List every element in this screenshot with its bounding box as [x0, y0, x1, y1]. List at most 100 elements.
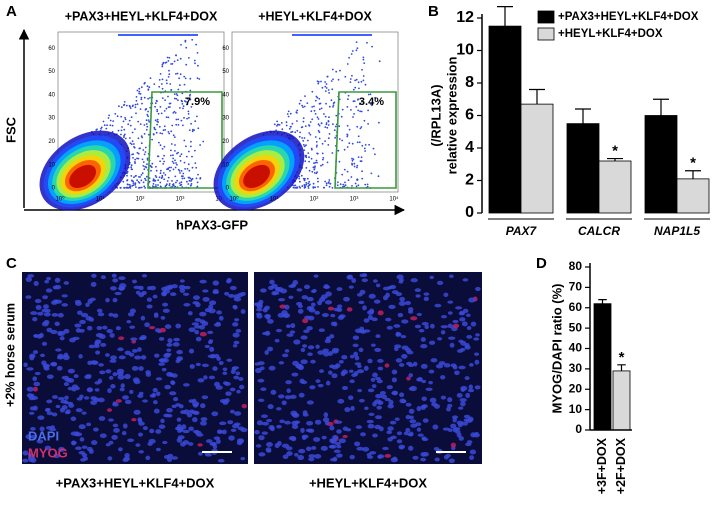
event-dot — [307, 139, 309, 142]
nucleus — [105, 443, 111, 447]
nucleus — [333, 449, 341, 454]
nucleus — [138, 450, 144, 454]
nucleus — [175, 403, 181, 407]
nucleus — [409, 415, 414, 420]
nucleus — [153, 408, 160, 414]
nucleus — [180, 410, 186, 415]
event-dot — [317, 129, 320, 132]
nucleus — [106, 329, 113, 334]
event-dot — [118, 105, 120, 108]
nucleus — [260, 387, 267, 392]
nucleus — [405, 402, 412, 407]
nucleus — [346, 307, 353, 312]
nucleus — [354, 355, 360, 361]
nucleus — [401, 345, 409, 350]
nucleus — [118, 336, 125, 341]
event-dot — [354, 86, 357, 89]
nucleus — [307, 345, 315, 350]
y-tick-label: 4 — [465, 139, 474, 156]
nucleus — [437, 337, 443, 341]
nucleus — [63, 328, 70, 334]
nucleus — [268, 285, 274, 291]
event-dot — [171, 180, 173, 182]
event-dot — [177, 118, 180, 121]
nucleus — [340, 371, 346, 377]
nucleus — [200, 420, 207, 426]
event-dot — [314, 165, 316, 168]
event-dot — [302, 120, 305, 123]
nucleus — [129, 308, 136, 314]
event-dot — [308, 160, 310, 163]
event-dot — [355, 78, 358, 81]
nucleus — [374, 347, 382, 352]
nucleus — [107, 456, 113, 461]
nucleus — [452, 323, 460, 329]
nucleus — [321, 294, 328, 300]
nucleus — [175, 323, 182, 329]
event-dot — [120, 129, 123, 132]
event-dot — [328, 185, 331, 188]
y-tick-label: 20 — [569, 381, 583, 395]
nucleus — [195, 362, 201, 367]
event-dot — [351, 162, 353, 165]
nucleus — [43, 304, 49, 309]
nucleus — [158, 362, 166, 366]
nucleus — [458, 311, 466, 316]
nucleus — [46, 374, 54, 379]
event-dot — [140, 174, 143, 176]
nucleus — [318, 328, 325, 333]
nucleus — [64, 400, 69, 405]
nucleus — [335, 363, 341, 368]
event-dot — [318, 97, 321, 100]
nucleus — [309, 385, 316, 390]
nucleus — [442, 427, 450, 431]
nucleus — [376, 405, 382, 410]
nucleus — [217, 458, 225, 463]
event-dot — [137, 120, 140, 123]
nucleus — [95, 350, 101, 355]
nucleus — [288, 435, 297, 441]
nucleus — [434, 303, 442, 308]
nucleus — [211, 411, 219, 417]
event-dot — [318, 102, 321, 105]
event-dot — [353, 100, 356, 102]
nucleus — [194, 325, 202, 329]
event-dot — [168, 69, 170, 72]
nucleus — [421, 437, 429, 442]
event-dot — [311, 90, 314, 93]
nucleus — [338, 438, 346, 444]
event-dot — [196, 52, 199, 54]
nucleus — [321, 313, 329, 318]
event-dot — [348, 56, 350, 59]
nucleus — [132, 377, 140, 383]
nucleus — [137, 347, 142, 352]
event-dot — [100, 126, 103, 129]
nucleus — [366, 419, 374, 424]
nucleus — [425, 387, 433, 391]
nucleus — [339, 314, 346, 319]
nucleus — [176, 357, 182, 362]
plot-title: +HEYL+KLF4+DOX — [258, 9, 372, 23]
event-dot — [162, 61, 165, 64]
event-dot — [316, 161, 318, 164]
nucleus — [86, 325, 93, 331]
event-dot — [143, 124, 146, 126]
event-dot — [352, 158, 355, 161]
event-dot — [145, 128, 148, 131]
nucleus — [291, 420, 299, 426]
event-dot — [353, 165, 356, 168]
nucleus — [232, 344, 238, 348]
event-dot — [328, 105, 331, 108]
event-dot — [179, 57, 182, 60]
nucleus — [39, 332, 44, 338]
nucleus — [196, 433, 204, 437]
event-dot — [166, 180, 169, 182]
event-dot — [372, 147, 375, 150]
nucleus — [46, 327, 53, 333]
plot-y-tick: 40 — [222, 92, 229, 98]
nucleus — [307, 428, 315, 433]
event-dot — [162, 129, 165, 132]
event-dot — [366, 183, 369, 186]
event-dot — [111, 124, 114, 127]
nucleus — [161, 367, 167, 372]
